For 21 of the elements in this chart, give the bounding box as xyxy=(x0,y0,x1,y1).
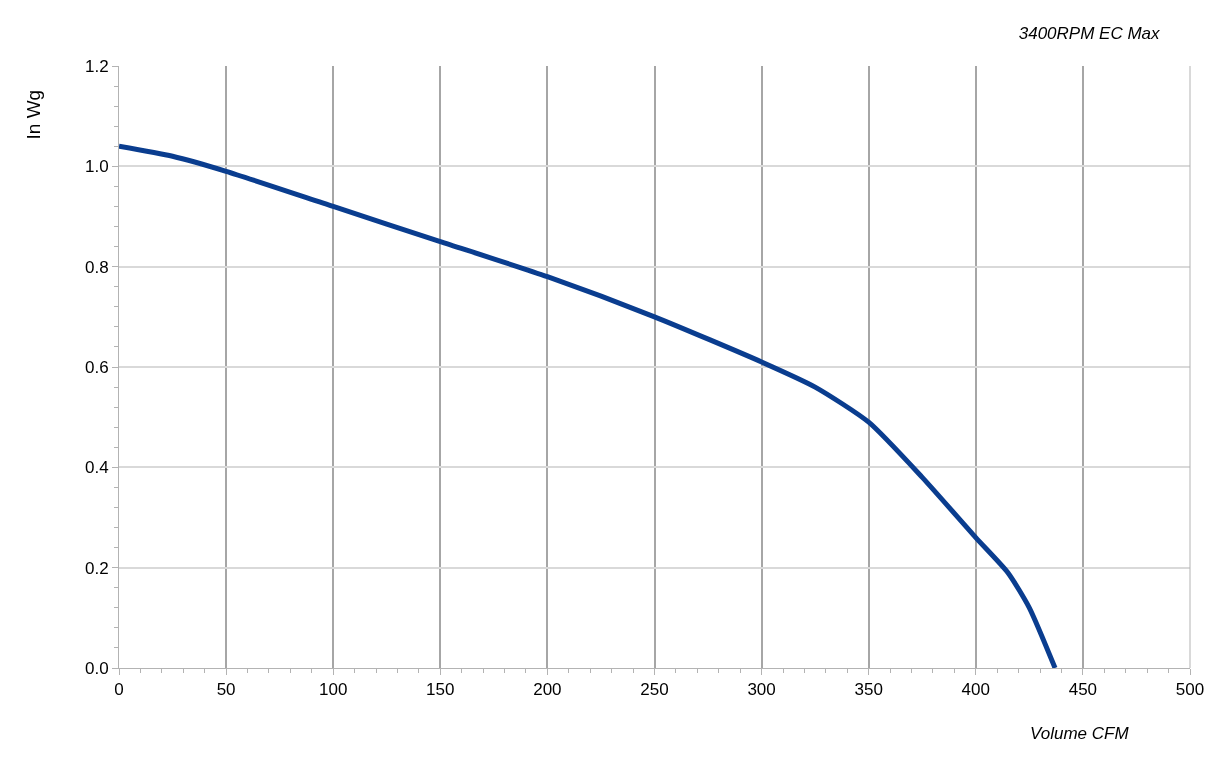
x-tick-label: 400 xyxy=(961,680,990,700)
y-tick-label: 1.0 xyxy=(84,157,109,177)
x-tick-label: 0 xyxy=(114,680,124,700)
x-axis-title: Volume CFM xyxy=(1030,724,1130,743)
y-tick-label: 0.0 xyxy=(84,658,109,678)
x-tick-label: 50 xyxy=(216,680,236,700)
y-axis-title: In Wg xyxy=(23,89,45,140)
x-tick-label: 450 xyxy=(1068,680,1098,700)
x-tick-label: 500 xyxy=(1175,680,1205,700)
y-tick-label: 0.8 xyxy=(84,257,109,277)
x-tick-label: 150 xyxy=(426,680,455,700)
x-tick-label: 250 xyxy=(640,680,669,700)
x-tick-label: 350 xyxy=(854,680,883,700)
x-tick-label: 300 xyxy=(747,680,776,700)
y-tick-label: 0.4 xyxy=(84,458,109,478)
x-tick-label: 100 xyxy=(319,680,348,700)
y-tick-label: 0.6 xyxy=(84,357,109,377)
x-tick-label: 200 xyxy=(533,680,562,700)
y-tick-label: 1.2 xyxy=(84,56,109,76)
y-tick-label: 0.2 xyxy=(84,558,109,578)
chart-title: 3400RPM EC Max xyxy=(1018,23,1161,43)
